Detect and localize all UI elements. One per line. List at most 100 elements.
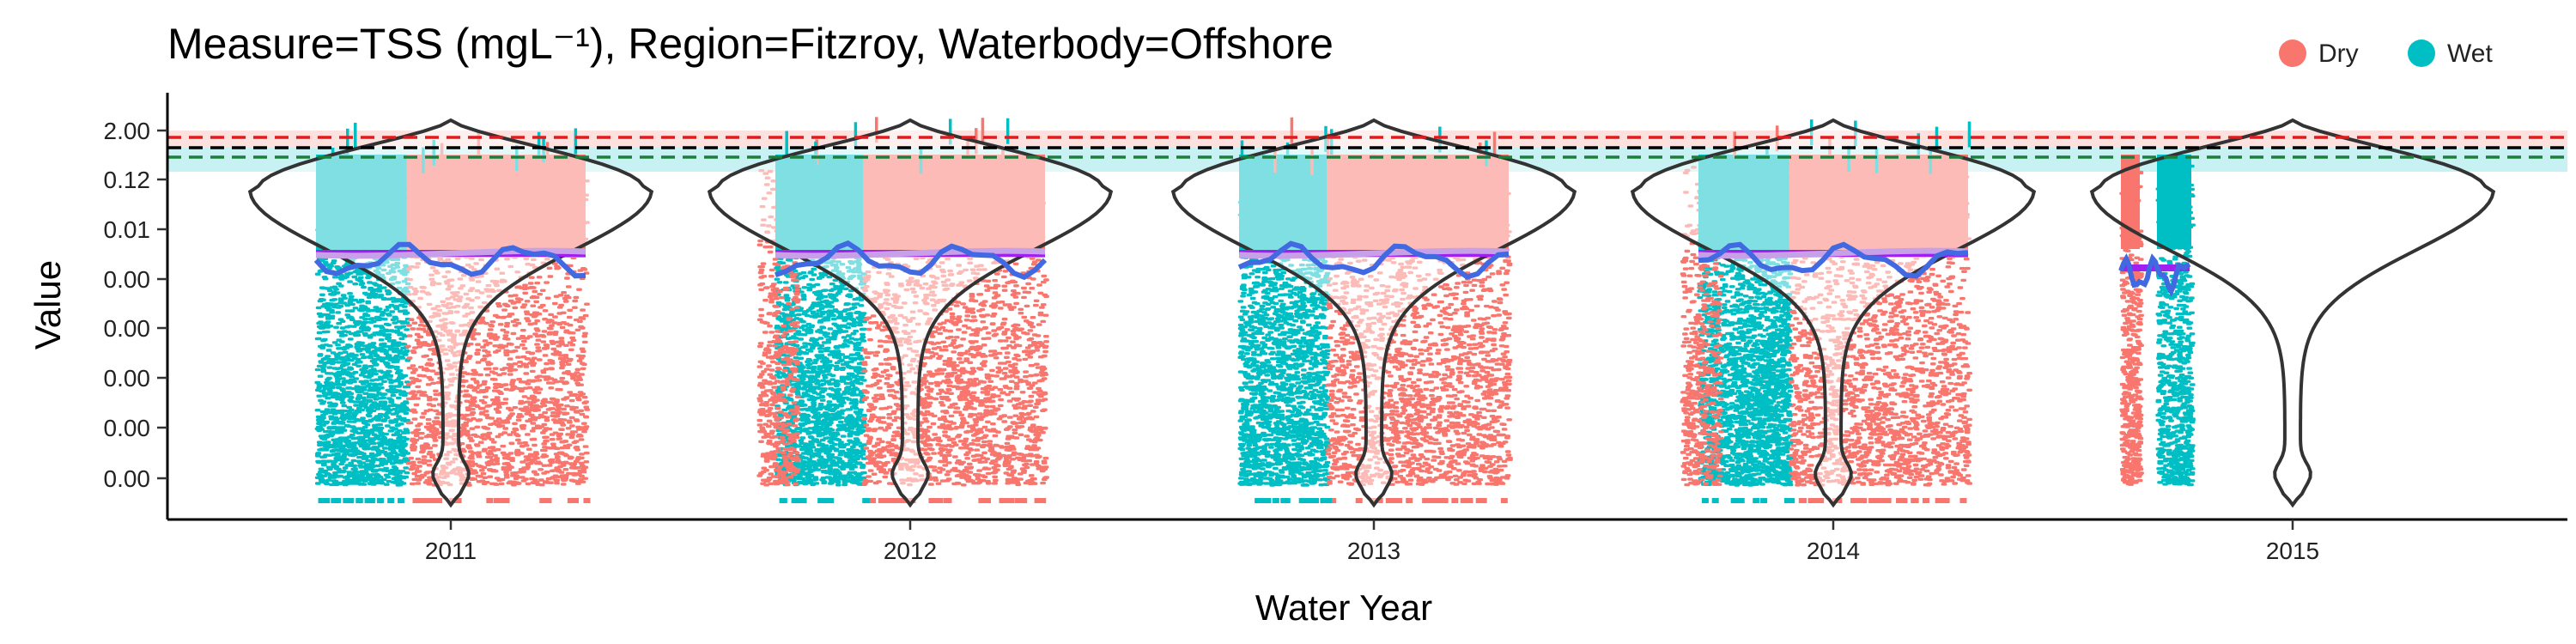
point-floor	[984, 498, 992, 503]
point-spike	[785, 131, 788, 157]
point-floor	[1959, 498, 1967, 503]
point-spike	[875, 117, 878, 143]
point-floor	[1730, 498, 1738, 503]
point-floor	[539, 498, 547, 503]
point-floor	[1431, 498, 1438, 503]
y-tick-label: 0.12	[104, 167, 151, 193]
point-floor	[817, 498, 825, 503]
point-spike	[948, 118, 952, 145]
trend-line	[775, 240, 1048, 281]
point-floor	[943, 498, 951, 503]
point-cloud	[2119, 156, 2144, 486]
point-floor	[883, 498, 890, 503]
point-floor	[1736, 498, 1744, 503]
point-spike	[574, 128, 578, 155]
point-floor	[1427, 498, 1435, 503]
smooth-line	[315, 247, 586, 259]
point-floor	[1261, 498, 1268, 503]
point-floor	[355, 498, 363, 503]
point-floor	[799, 498, 807, 503]
violin-2015	[2089, 118, 2496, 508]
point-floor	[425, 498, 433, 503]
trend-line	[1698, 241, 1969, 279]
point-floor	[387, 498, 395, 503]
point-floor	[1701, 498, 1709, 503]
point-floor	[323, 498, 331, 503]
point-floor	[368, 498, 375, 503]
y-axis-title: Value	[27, 260, 68, 349]
point-spike	[354, 122, 357, 149]
y-tick-label: 0.00	[104, 465, 151, 492]
legend-key-wet	[2408, 39, 2435, 67]
point-floor	[398, 498, 405, 503]
point-spike	[1967, 121, 1971, 148]
point-floor	[1900, 498, 1908, 503]
point-floor	[583, 498, 591, 503]
point-floor	[1020, 498, 1028, 503]
point-floor	[862, 498, 870, 503]
point-floor	[1788, 498, 1795, 503]
point-cloud	[2155, 164, 2196, 487]
axes: 0.00 0.00 0.00 0.00 0.00 0.01 0.12 2.00 2011 2012…	[104, 93, 2567, 564]
point-floor	[1874, 498, 1881, 503]
point-floor	[1935, 498, 1942, 503]
point-floor	[1395, 498, 1403, 503]
point-floor	[331, 498, 338, 503]
point-floor	[1036, 498, 1043, 503]
point-floor	[364, 498, 372, 503]
point-floor	[1753, 498, 1760, 503]
violin-2013	[1170, 118, 1577, 508]
point-floor	[792, 498, 799, 503]
point-floor	[1376, 498, 1383, 503]
point-floor	[1451, 498, 1459, 503]
legend-key-dry	[2279, 39, 2306, 67]
x-tick-label: 2014	[1807, 538, 1860, 564]
point-floor	[901, 498, 908, 503]
point-floor	[827, 498, 835, 503]
point-spike	[1290, 117, 1294, 143]
point-floor	[1911, 498, 1919, 503]
point-spike	[537, 131, 541, 158]
violins	[247, 118, 2496, 508]
point-floor	[930, 498, 938, 503]
point-floor	[878, 498, 885, 503]
point-floor	[1760, 498, 1768, 503]
point-floor	[571, 498, 579, 503]
point-floor	[1311, 498, 1319, 503]
x-tick-label: 2015	[2266, 538, 2319, 564]
point-cloud	[1680, 162, 1724, 487]
y-tick-label: 0.00	[104, 266, 151, 293]
point-floor	[1711, 498, 1719, 503]
smooth-line	[1698, 247, 1969, 259]
reference-lines	[167, 136, 2567, 159]
point-floor	[1255, 498, 1262, 503]
point-floor	[416, 498, 424, 503]
x-tick-label: 2013	[1347, 538, 1400, 564]
point-spike	[854, 122, 858, 149]
point-spike	[1240, 140, 1244, 167]
point-spike	[1733, 131, 1736, 158]
point-floor	[1388, 498, 1395, 503]
trend-line	[1237, 240, 1510, 280]
y-tick-label: 0.00	[104, 365, 151, 392]
legend-label-dry: Dry	[2318, 39, 2359, 68]
point-floor	[1939, 498, 1947, 503]
x-tick-label: 2011	[425, 538, 477, 564]
trend-line	[313, 241, 586, 279]
y-tick-label: 0.00	[104, 415, 151, 441]
point-floor	[1272, 498, 1279, 503]
point-floor	[1264, 498, 1272, 503]
point-floor	[1308, 498, 1315, 503]
y-tick-label: 0.00	[104, 315, 151, 342]
point-floor	[377, 498, 385, 503]
point-floor	[1868, 498, 1876, 503]
point-floor	[544, 498, 552, 503]
point-floor	[1422, 498, 1430, 503]
point-floor	[413, 498, 421, 503]
point-floor	[1320, 498, 1327, 503]
point-spike	[981, 118, 985, 144]
point-floor	[980, 498, 987, 503]
point-floor	[1884, 498, 1892, 503]
point-floor	[343, 498, 350, 503]
point-floor	[494, 498, 501, 503]
